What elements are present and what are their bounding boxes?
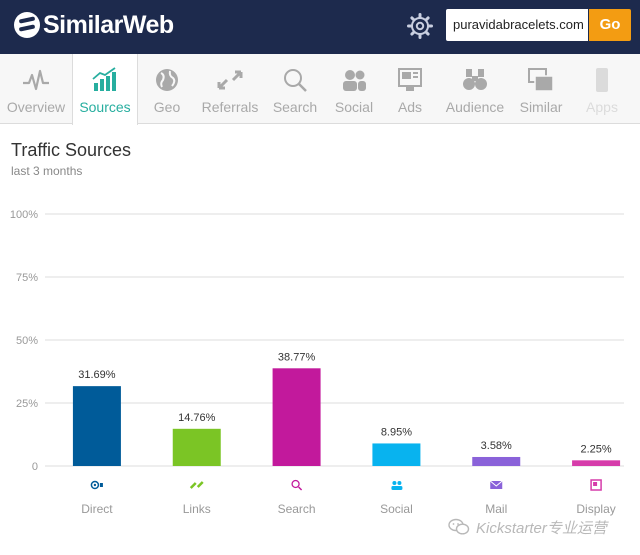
- domain-search-input[interactable]: puravidabracelets.com: [446, 9, 588, 41]
- bar-value-label: 14.76%: [178, 412, 216, 424]
- tab-label: Sources: [79, 99, 131, 115]
- category-label: Social: [380, 502, 413, 516]
- section-nav: Overview Sources Geo Referrals Search: [0, 54, 640, 125]
- people-icon: [391, 481, 403, 490]
- display-ad-icon: [590, 479, 602, 491]
- watermark: Kickstarter专业运营: [448, 514, 607, 540]
- tab-social[interactable]: Social: [326, 54, 382, 124]
- traffic-sources-chart: 0 25% 50% 75% 100% 31.69% Direct 14.76% Links 38.…: [10, 209, 624, 516]
- category-label: Mail: [485, 502, 507, 516]
- y-tick-label: 100%: [10, 209, 38, 221]
- tab-label: Search: [272, 99, 318, 115]
- bar-mail: [472, 456, 521, 466]
- ad-icon: [398, 68, 422, 91]
- bar-value-label: 31.69%: [78, 369, 116, 381]
- top-bar: SimilarWeb puravidabracelets.com Go: [0, 0, 640, 54]
- bar-value-label: 8.95%: [381, 426, 412, 438]
- bar-direct: [72, 386, 121, 466]
- tab-search[interactable]: Search: [265, 54, 325, 124]
- bar-value-label: 2.25%: [580, 443, 611, 455]
- brand-name: SimilarWeb: [43, 10, 174, 39]
- tab-label: Apps: [586, 99, 618, 115]
- bar-links: [172, 428, 221, 466]
- y-tick-label: 25%: [16, 398, 38, 410]
- tab-label: Ads: [397, 99, 423, 115]
- phone-icon: [596, 68, 608, 92]
- tab-geo[interactable]: Geo: [139, 54, 195, 124]
- similarweb-logo-icon: [14, 12, 40, 38]
- go-button[interactable]: Go: [589, 9, 631, 41]
- tab-similar[interactable]: Similar: [513, 54, 569, 124]
- tab-label: Similar: [519, 99, 563, 115]
- tab-label: Referrals: [201, 99, 259, 115]
- category-label: Direct: [81, 502, 113, 516]
- pulse-icon: [23, 69, 49, 91]
- tab-apps[interactable]: Apps: [570, 54, 634, 124]
- arrows-icon: [217, 70, 243, 90]
- tab-label: Overview: [6, 99, 66, 115]
- tab-overview[interactable]: Overview: [0, 54, 72, 124]
- binoculars-icon: [463, 69, 487, 90]
- similarweb-logo[interactable]: SimilarWeb: [14, 10, 174, 40]
- tab-label: Audience: [445, 99, 505, 115]
- envelope-icon: [489, 480, 503, 489]
- tab-ads[interactable]: Ads: [383, 54, 437, 124]
- chat-bubbles-icon: [448, 518, 470, 535]
- magnifier-icon: [284, 69, 307, 92]
- bar-display: [572, 460, 621, 466]
- category-label: Links: [183, 502, 211, 516]
- gear-icon[interactable]: [406, 12, 434, 40]
- people-icon: [343, 70, 366, 91]
- tab-label: Geo: [153, 99, 181, 115]
- category-label: Display: [576, 502, 615, 516]
- category-label: Search: [278, 502, 316, 516]
- panel-subtitle: last 3 months: [11, 164, 83, 178]
- stacked-windows-icon: [528, 68, 554, 92]
- panel-title: Traffic Sources: [11, 140, 132, 160]
- bar-chart-icon: [92, 67, 116, 91]
- watermark-text: Kickstarter专业运营: [476, 519, 607, 537]
- bar-search: [272, 368, 321, 466]
- globe-icon: [156, 69, 178, 91]
- tab-sources[interactable]: Sources: [72, 54, 138, 125]
- y-tick-label: 50%: [16, 335, 38, 347]
- y-tick-label: 75%: [16, 272, 38, 284]
- bar-social: [372, 443, 421, 466]
- tab-label: Social: [334, 99, 374, 115]
- bar-value-label: 38.77%: [278, 351, 316, 363]
- magnifier-icon: [291, 479, 303, 491]
- y-tick-label: 0: [32, 461, 38, 473]
- link-icon: [189, 481, 204, 489]
- bar-value-label: 3.58%: [481, 440, 512, 452]
- eye-icon: [90, 480, 103, 490]
- tab-referrals[interactable]: Referrals: [196, 54, 264, 124]
- tab-audience[interactable]: Audience: [438, 54, 512, 124]
